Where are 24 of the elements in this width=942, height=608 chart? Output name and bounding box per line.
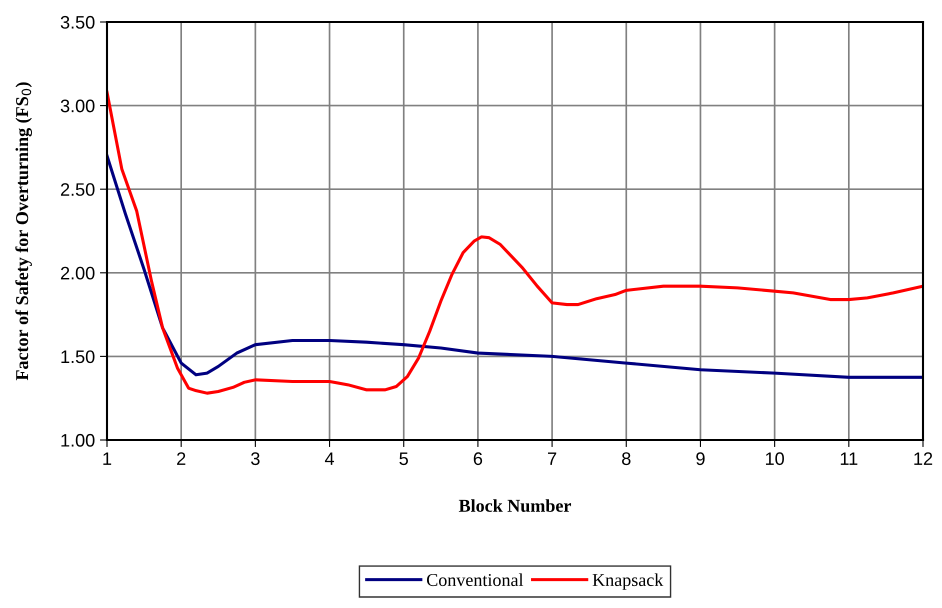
x-tick-label: 10 — [766, 452, 784, 466]
x-tick-label: 11 — [840, 452, 858, 465]
y-tick-label: 3.00 — [60, 100, 94, 112]
y-tick-label: 1.50 — [61, 350, 94, 364]
x-tick-label: 9 — [696, 452, 705, 466]
y-axis-title: Factor of Safety for Overturning (FS$_{0}$) — [15, 82, 32, 380]
y-tick-label: 1.00 — [61, 434, 94, 447]
line-series — [107, 90, 923, 395]
x-tick-label: 4 — [324, 452, 334, 465]
x-tick-label: 5 — [399, 452, 408, 466]
x-tick-label: 1 — [103, 452, 112, 465]
legend-label: Knapsack — [592, 573, 664, 590]
x-tick-label: 3 — [251, 452, 260, 466]
legend-label: Conventional — [426, 573, 524, 586]
x-axis-title: Block Number — [458, 499, 572, 512]
line-series — [107, 154, 923, 379]
y-tick-label: 2.50 — [60, 183, 94, 196]
x-tick-label: 7 — [548, 452, 556, 465]
x-tick-label: 12 — [914, 452, 932, 465]
x-tick-label: 8 — [622, 452, 631, 466]
x-tick-label: 2 — [177, 452, 186, 465]
y-tick-label: 2.00 — [60, 266, 94, 280]
y-tick-label: 3.50 — [60, 16, 94, 29]
x-tick-label: 6 — [474, 452, 482, 466]
